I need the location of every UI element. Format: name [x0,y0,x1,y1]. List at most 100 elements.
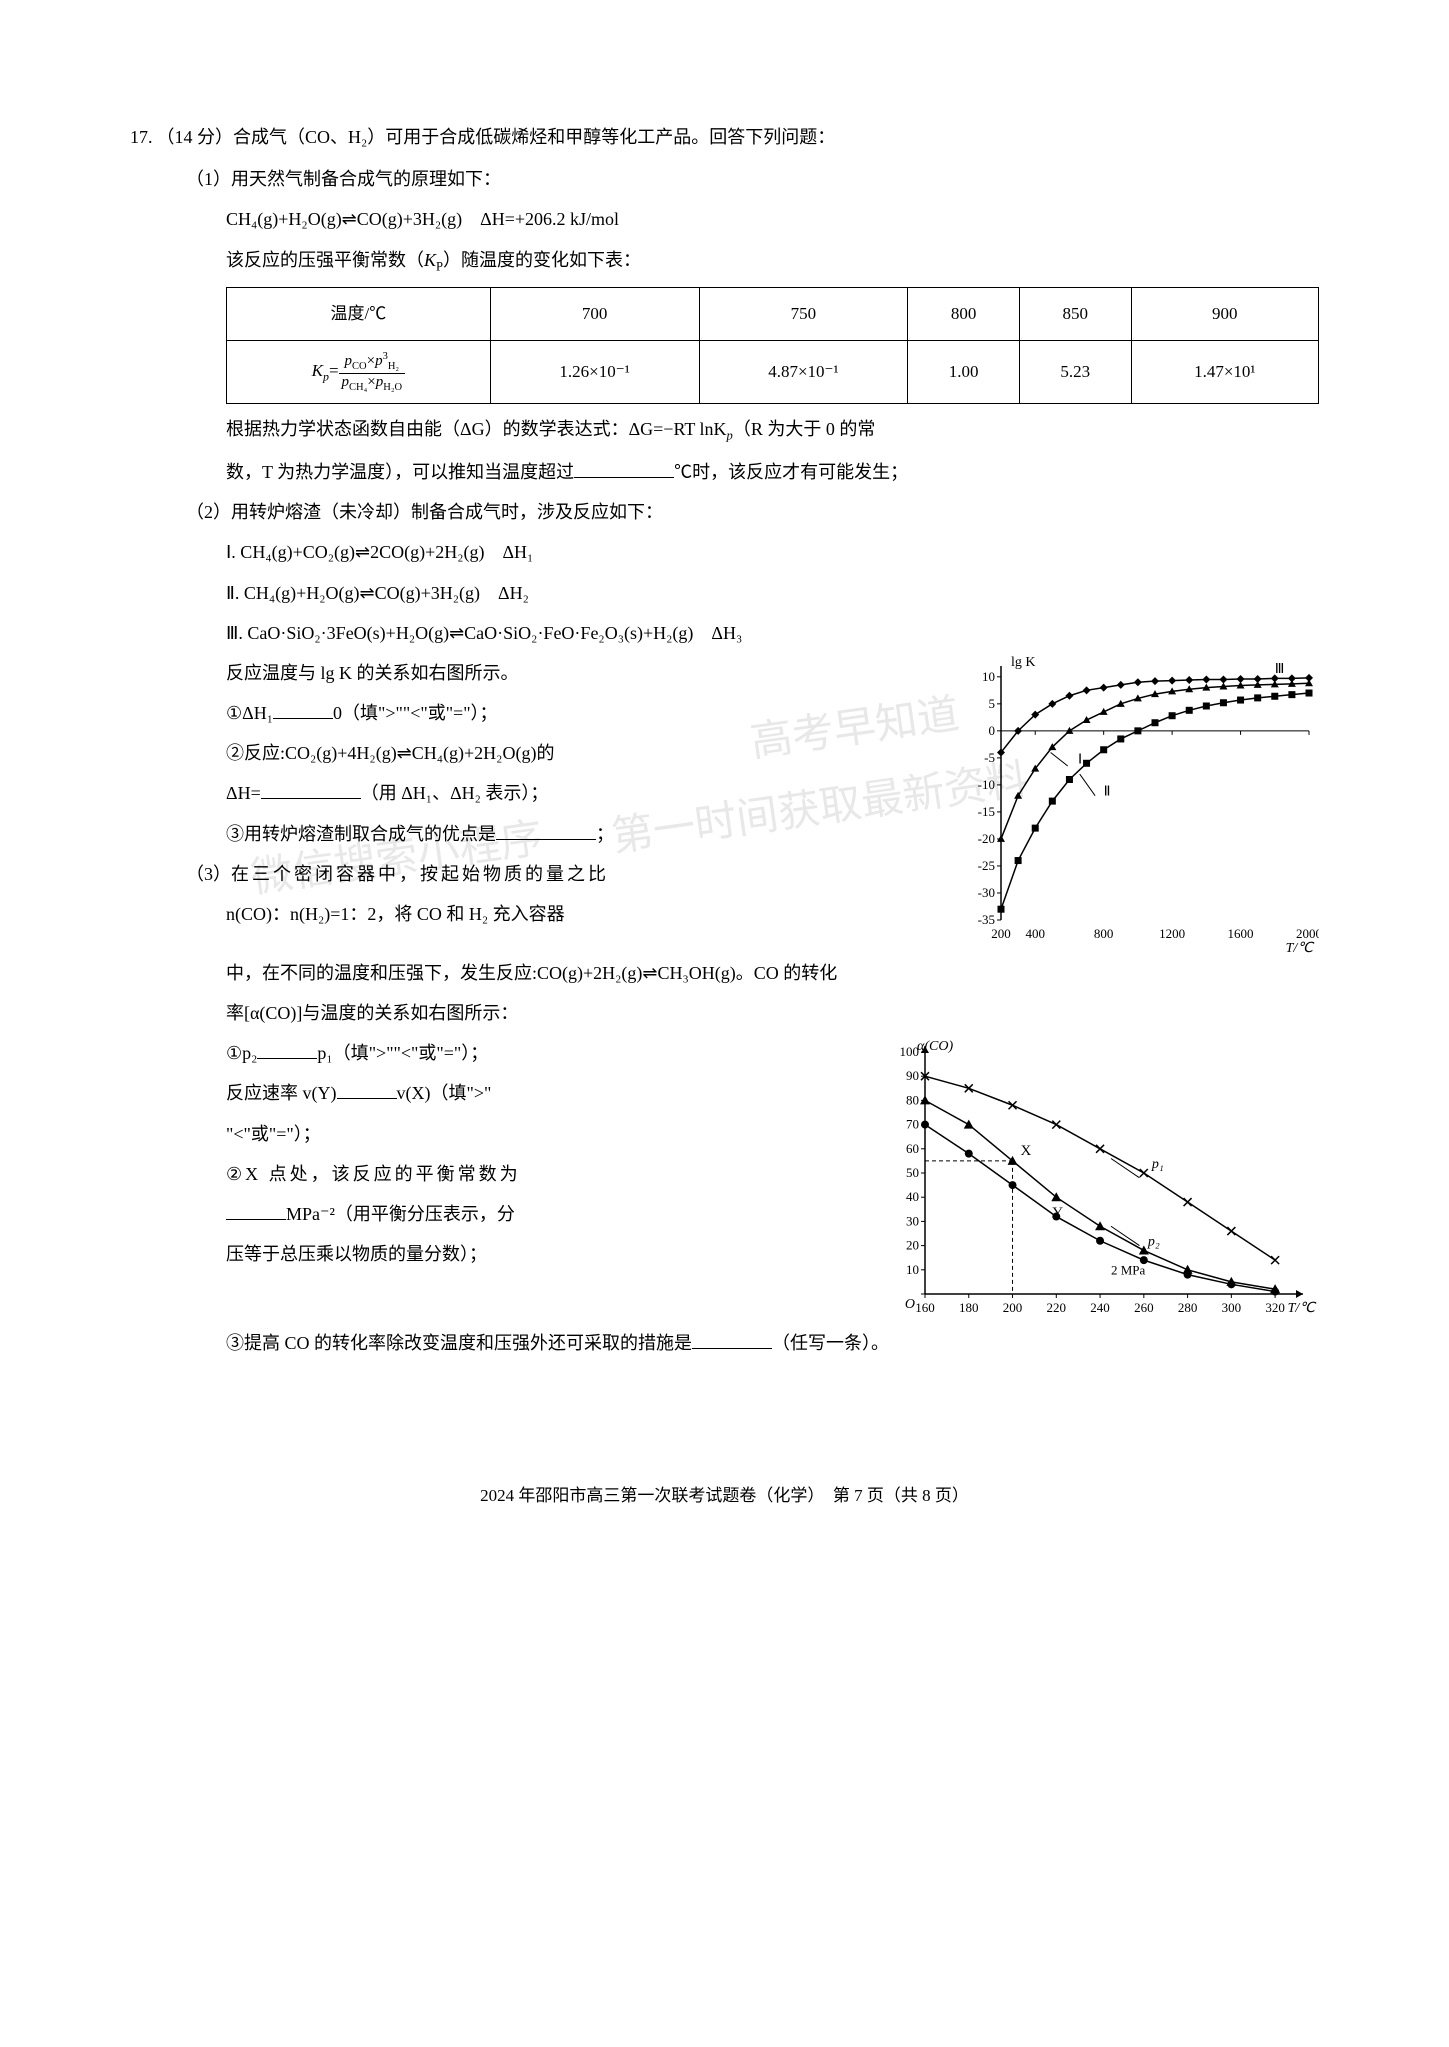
svg-text:p₁: p₁ [1151,1157,1164,1172]
th-700: 700 [490,288,699,341]
svg-text:300: 300 [1222,1300,1242,1315]
svg-text:260: 260 [1134,1300,1154,1315]
svg-text:400: 400 [1025,926,1045,941]
td-kp-formula: Kp=pCO×p3H₂pCH₄×pH₂O [227,341,491,404]
svg-text:Ⅲ: Ⅲ [1275,662,1285,677]
th-750: 750 [699,288,908,341]
part3-sub1a: ①p₂p₁（填">""<"或"="）； [226,1036,867,1070]
part3-line2: n(CO)：n(H₂)=1：2，将 CO 和 H₂ 充入容器 [226,897,947,931]
blank-vy-vx [337,1080,397,1100]
svg-text:200: 200 [1003,1300,1023,1315]
part2-sub2a: ②反应:CO₂(g)+4H₂(g)⇌CH₄(g)+2H₂O(g)的 [226,736,947,770]
svg-text:90: 90 [906,1068,919,1083]
table-header-row: 温度/℃ 700 750 800 850 900 [227,288,1319,341]
part3-line1: （3）在三个密闭容器中，按起始物质的量之比 [186,857,947,891]
svg-text:2000: 2000 [1296,926,1319,941]
table-data-row: Kp=pCO×p3H₂pCH₄×pH₂O 1.26×10⁻¹ 4.87×10⁻¹… [227,341,1319,404]
svg-text:240: 240 [1090,1300,1110,1315]
svg-text:30: 30 [906,1214,919,1229]
part2-sub1: ①ΔH₁0（填">""<"或"="）； [226,696,947,730]
svg-text:T/℃: T/℃ [1286,941,1316,956]
part1-after-table: 根据热力学状态函数自由能（ΔG）的数学表达式：ΔG=−RT lnKp（R 为大于… [226,412,1319,449]
svg-text:-35: -35 [978,912,995,927]
svg-text:1600: 1600 [1228,926,1254,941]
td-700: 1.26×10⁻¹ [490,341,699,404]
svg-text:220: 220 [1047,1300,1067,1315]
svg-text:Ⅱ: Ⅱ [1104,785,1111,800]
svg-text:0: 0 [989,723,996,738]
svg-text:60: 60 [906,1141,919,1156]
part1-line1: （1）用天然气制备合成气的原理如下： [186,162,1319,196]
part3-sub2b: MPa⁻²（用平衡分压表示，分 [226,1197,867,1231]
blank-advantage [496,820,596,840]
part1-label: （1） [186,169,231,189]
svg-text:X: X [1021,1143,1032,1159]
th-800: 800 [908,288,1020,341]
svg-text:O: O [905,1297,915,1312]
svg-text:160: 160 [915,1300,935,1315]
svg-text:70: 70 [906,1117,919,1132]
td-800: 1.00 [908,341,1020,404]
blank-dh1-sign [273,699,333,719]
question-number: 17. [130,120,153,154]
part3-sub3: ③提高 CO 的转化率除改变温度和压强外还可采取的措施是（任写一条）。 [226,1326,1319,1360]
svg-text:200: 200 [991,926,1011,941]
svg-text:1200: 1200 [1159,926,1185,941]
part2-label: （2） [186,502,231,522]
rxn1: Ⅰ. CH₄(g)+CO₂(g)⇌2CO(g)+2H₂(g) ΔH₁ [226,535,1319,569]
part3-line4: 率[α(CO)]与温度的关系如右图所示： [226,996,1319,1030]
th-temp: 温度/℃ [227,288,491,341]
svg-text:20: 20 [906,1238,919,1253]
svg-text:-20: -20 [978,831,995,846]
rxn2: Ⅱ. CH₄(g)+H₂O(g)⇌CO(g)+3H₂(g) ΔH₂ [226,576,1319,610]
svg-text:10: 10 [982,669,995,684]
part1-after-table-2: 数，T 为热力学温度），可以推知当温度超过℃时，该反应才有可能发生； [226,455,1319,489]
part3-sub2c: 压等于总压乘以物质的量分数）； [226,1237,867,1271]
blank-temperature [574,458,674,478]
page-footer: 2024 年邵阳市高三第一次联考试题卷（化学） 第 7 页（共 8 页） [130,1480,1319,1512]
svg-text:800: 800 [1094,926,1114,941]
svg-text:-25: -25 [978,858,995,873]
svg-text:Ⅰ: Ⅰ [1078,752,1082,767]
part3-sub2a: ②X 点处，该反应的平衡常数为 [226,1157,867,1191]
svg-text:lg K: lg K [1011,656,1036,670]
svg-text:40: 40 [906,1189,919,1204]
part1-line2: 该反应的压强平衡常数（KP）随温度的变化如下表： [226,243,1319,280]
blank-measure [692,1330,772,1350]
blank-dh-expr [261,780,361,800]
td-900: 1.47×10¹ [1131,341,1318,404]
svg-text:280: 280 [1178,1300,1198,1315]
question-17: 17. （14 分）合成气（CO、H₂）可用于合成低碳烯烃和甲醇等化工产品。回答… [130,120,1319,154]
part3-sub1b: 反应速率 v(Y)v(X)（填">" [226,1076,867,1110]
svg-text:p₂: p₂ [1147,1235,1160,1250]
svg-text:T/℃: T/℃ [1288,1301,1318,1316]
part3-line3: 中，在不同的温度和压强下，发生反应:CO(g)+2H₂(g)⇌CH₃OH(g)。… [226,956,1319,990]
blank-p2-p1 [257,1040,317,1060]
svg-text:α(CO): α(CO) [917,1039,953,1054]
td-750: 4.87×10⁻¹ [699,341,908,404]
svg-text:Y: Y [1052,1205,1063,1221]
svg-text:2 MPa: 2 MPa [1111,1263,1146,1278]
alpha-vs-t-chart: 102030405060708090100O160180200220240260… [879,1036,1319,1326]
part3-label: （3） [186,864,231,884]
part2-sub2b: ΔH=（用 ΔH₁、ΔH₂ 表示）； [226,776,947,810]
part1-text: 用天然气制备合成气的原理如下： [231,169,501,189]
svg-text:-30: -30 [978,885,995,900]
svg-text:5: 5 [989,696,996,711]
th-900: 900 [1131,288,1318,341]
part2-sub3: ③用转炉熔渣制取合成气的优点是； [226,817,947,851]
intro-text: 合成气（CO、H₂）可用于合成低碳烯烃和甲醇等化工产品。回答下列问题： [233,127,835,147]
td-850: 5.23 [1019,341,1131,404]
lgk-vs-t-chart: -35-30-25-20-15-10-505102004008001200160… [959,656,1319,956]
part2-line1: （2）用转炉熔渣（未冷却）制备合成气时，涉及反应如下： [186,495,1319,529]
kp-table: 温度/℃ 700 750 800 850 900 Kp=pCO×p3H₂pCH₄… [226,287,1319,404]
svg-text:-5: -5 [984,750,995,765]
part3-sub1c: "<"或"="）； [226,1117,867,1151]
svg-text:180: 180 [959,1300,979,1315]
svg-text:10: 10 [906,1262,919,1277]
svg-text:50: 50 [906,1165,919,1180]
svg-text:320: 320 [1265,1300,1285,1315]
svg-text:-10: -10 [978,777,995,792]
part1-equation: CH₄(g)+H₂O(g)⇌CO(g)+3H₂(g) ΔH=+206.2 kJ/… [226,202,1319,236]
rxn3: Ⅲ. CaO·SiO₂·3FeO(s)+H₂O(g)⇌CaO·SiO₂·FeO·… [226,616,1319,650]
